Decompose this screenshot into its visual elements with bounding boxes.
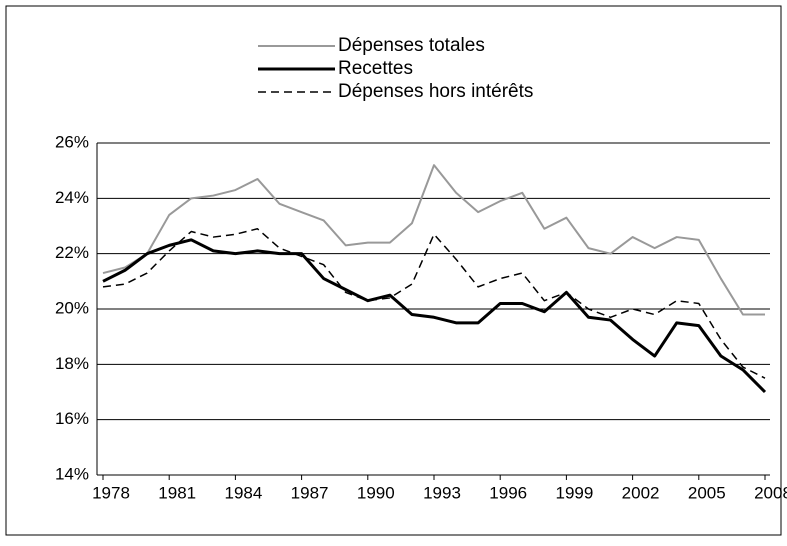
y-tick-label: 14% [55,464,89,483]
y-tick-label: 16% [55,409,89,428]
series-line [102,164,765,316]
x-tick-label: 2002 [622,483,660,502]
legend-label: Recettes [338,58,413,79]
y-tick-label: 18% [55,354,89,373]
x-tick-label: 1981 [158,483,196,502]
x-tick-label: 1993 [423,483,461,502]
y-tick-label: 26% [55,132,89,151]
x-tick-label: 1999 [555,483,593,502]
x-tick-label: 1990 [357,483,395,502]
legend-label: Dépenses totales [338,35,485,56]
x-tick-label: 2005 [688,483,726,502]
y-tick-label: 24% [55,188,89,207]
series-line [102,228,766,379]
x-tick-label: 1996 [489,483,527,502]
legend-label: Dépenses hors intérêts [338,81,533,102]
y-tick-label: 20% [55,298,89,317]
y-tick-label: 22% [55,243,89,262]
x-tick-label: 1984 [224,483,262,502]
x-tick-label: 1978 [92,483,130,502]
x-tick-label: 2008 [754,483,787,502]
chart-frame [5,5,782,536]
x-tick-label: 1987 [291,483,329,502]
series-line [102,238,767,394]
